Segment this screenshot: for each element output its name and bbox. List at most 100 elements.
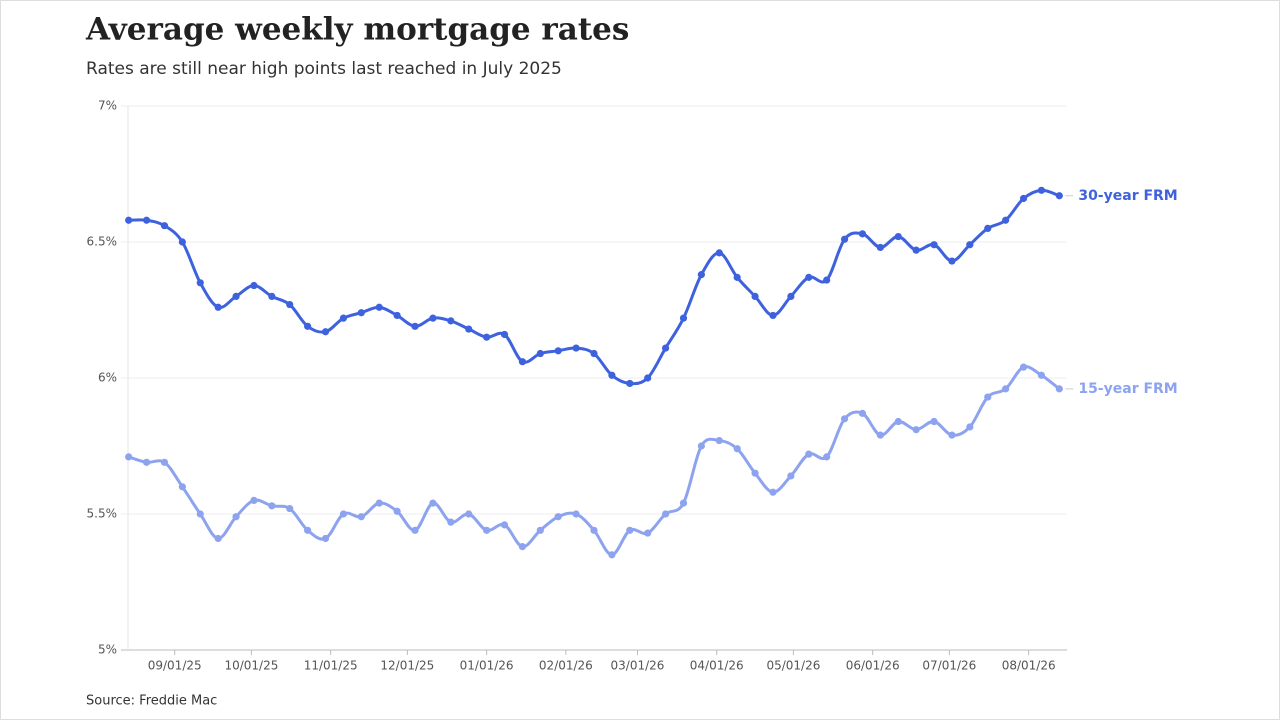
data-point	[196, 510, 204, 518]
data-point	[429, 314, 437, 322]
data-point	[894, 232, 902, 241]
x-tick-label: 07/01/26	[922, 659, 976, 673]
data-point	[160, 222, 169, 230]
y-tick-label: 6.5%	[87, 235, 118, 249]
chart-subtitle: Rates are still near high points last re…	[86, 59, 562, 79]
data-point	[948, 257, 956, 265]
data-point	[518, 358, 527, 366]
y-tick-label: 5.5%	[87, 507, 118, 521]
data-point	[142, 216, 151, 224]
data-point	[554, 513, 562, 521]
data-point	[393, 507, 401, 515]
y-tick-label: 6%	[98, 371, 117, 385]
data-point	[661, 510, 670, 518]
data-point	[518, 543, 527, 551]
data-point	[304, 526, 312, 534]
series-label: 15-year FRM	[1078, 381, 1177, 397]
data-point	[733, 273, 741, 281]
data-point	[375, 303, 383, 311]
data-point	[787, 472, 795, 480]
data-point	[572, 510, 580, 518]
data-point	[1002, 216, 1010, 224]
x-tick-label: 05/01/26	[766, 659, 820, 673]
data-point	[160, 458, 169, 466]
x-tick-label: 12/01/25	[380, 659, 434, 673]
data-point	[286, 300, 294, 309]
data-point	[751, 292, 759, 300]
data-point	[1055, 385, 1063, 393]
data-point	[339, 314, 348, 322]
data-point	[572, 344, 580, 352]
data-point	[339, 510, 348, 518]
data-point	[661, 344, 670, 352]
data-point	[805, 450, 813, 458]
data-point	[268, 502, 276, 510]
data-point	[626, 526, 634, 534]
data-point	[1037, 371, 1046, 379]
data-point	[178, 238, 186, 246]
data-point	[644, 374, 652, 382]
data-point	[178, 483, 186, 491]
data-point	[357, 513, 365, 521]
data-point	[948, 431, 956, 439]
data-point	[1002, 385, 1010, 393]
data-point	[411, 322, 419, 330]
x-tick-label: 08/01/26	[1002, 659, 1056, 673]
data-point	[715, 436, 723, 445]
data-point	[447, 317, 455, 325]
chart-title: Average weekly mortgage rates	[85, 12, 629, 48]
data-point	[679, 314, 688, 322]
data-point	[1019, 363, 1028, 371]
data-point	[375, 499, 383, 507]
data-point	[250, 496, 258, 504]
data-point	[876, 431, 884, 439]
data-point	[966, 241, 974, 249]
data-point	[626, 379, 634, 388]
data-point	[125, 216, 133, 224]
x-tick-label: 09/01/25	[148, 659, 202, 673]
x-tick-label: 02/01/26	[539, 659, 593, 673]
data-point	[608, 551, 616, 559]
data-point	[465, 510, 473, 518]
data-point	[286, 504, 294, 513]
data-point	[697, 442, 705, 450]
x-tick-label: 10/01/25	[224, 659, 278, 673]
data-point	[483, 526, 491, 534]
data-point	[930, 417, 938, 426]
data-point	[500, 521, 509, 529]
data-point	[447, 518, 455, 526]
y-tick-label: 5%	[98, 643, 117, 657]
data-point	[590, 349, 598, 358]
data-point	[196, 279, 204, 287]
data-point	[125, 453, 133, 461]
data-point	[823, 276, 831, 284]
data-point	[715, 249, 723, 257]
data-point	[679, 499, 688, 507]
data-point	[984, 393, 992, 401]
data-point	[357, 309, 365, 317]
data-point	[912, 426, 920, 434]
data-point	[787, 292, 795, 300]
data-point	[966, 423, 974, 431]
data-point	[321, 328, 330, 336]
data-point	[894, 417, 902, 426]
data-point	[769, 311, 777, 320]
data-point	[142, 458, 151, 466]
x-tick-label: 11/01/25	[304, 659, 358, 673]
data-point	[590, 526, 598, 534]
data-point	[984, 224, 992, 232]
data-point	[465, 325, 473, 333]
series-line	[128, 365, 1061, 557]
data-point	[840, 235, 849, 243]
data-point	[697, 271, 705, 279]
data-point	[858, 230, 867, 238]
data-point	[214, 303, 222, 311]
data-point	[1055, 192, 1063, 200]
data-point	[304, 322, 312, 330]
data-point	[930, 241, 938, 249]
data-point	[554, 347, 562, 355]
data-point	[232, 292, 240, 300]
data-point	[429, 499, 437, 507]
